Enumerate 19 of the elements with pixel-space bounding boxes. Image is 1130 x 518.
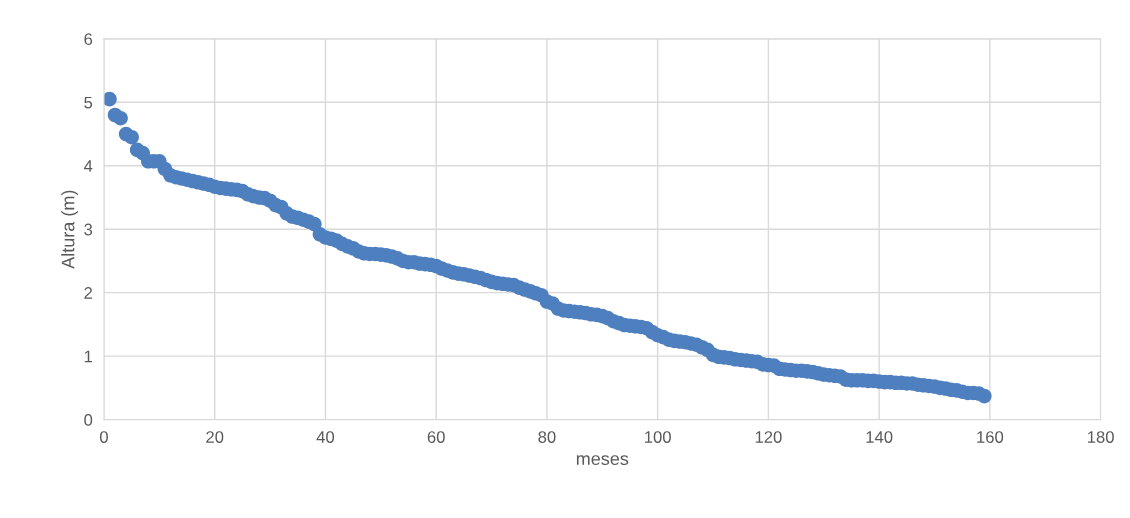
x-tick-label: 120: [755, 431, 782, 443]
x-tick-label: 140: [866, 431, 893, 443]
x-tick-label: 0: [99, 431, 108, 443]
x-tick-label: 80: [538, 431, 556, 443]
y-tick-label: 3: [84, 223, 93, 236]
x-tick-label: 180: [1087, 431, 1114, 443]
x-tick-label: 160: [977, 431, 1004, 443]
y-tick-label: 6: [84, 33, 93, 46]
y-tick-label: 4: [83, 160, 93, 172]
y-tick-label: 0: [84, 413, 93, 426]
x-tick-label: 20: [206, 431, 224, 443]
y-tick-label: 1: [84, 350, 93, 363]
x-tick-label: 100: [645, 431, 671, 443]
x-axis-title: meses: [576, 455, 629, 466]
y-tick-label: 5: [84, 96, 93, 109]
x-tick-label: 40: [316, 431, 335, 443]
x-tick-label: 60: [427, 431, 445, 443]
y-axis-title: Altura (m): [61, 190, 79, 269]
y-tick-label: 2: [84, 287, 93, 299]
